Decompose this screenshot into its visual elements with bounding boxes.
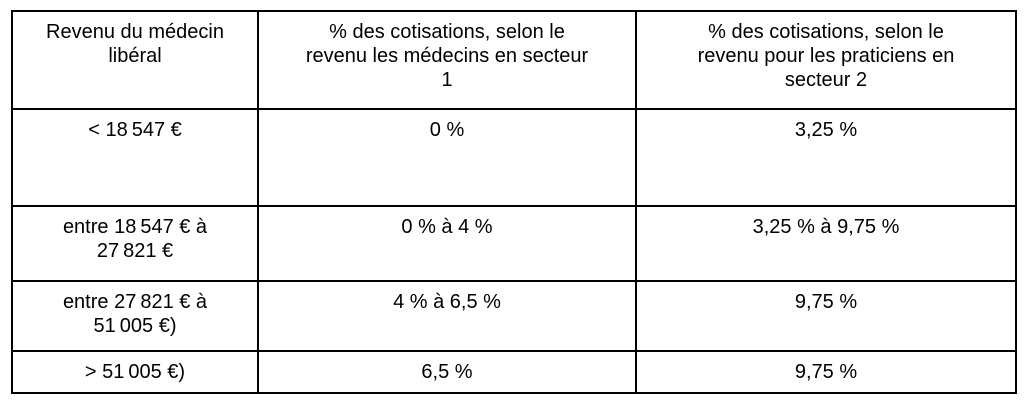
table-row: < 18 547 € 0 % 3,25 % — [11, 108, 1017, 207]
cotisations-table: Revenu du médecin libéral % des cotisati… — [11, 10, 1017, 394]
cell-secteur2-rate-1: 3,25 % — [635, 108, 1017, 207]
column-header-revenu: Revenu du médecin libéral — [11, 10, 259, 110]
cell-revenue-range-3: entre 27 821 € à 51 005 €) — [11, 280, 259, 352]
cell-revenue-range-2: entre 18 547 € à 27 821 € — [11, 205, 259, 282]
cell-secteur1-rate-4: 6,5 % — [257, 350, 637, 394]
cell-secteur1-rate-1: 0 % — [257, 108, 637, 207]
table-row: entre 27 821 € à 51 005 €) 4 % à 6,5 % 9… — [11, 280, 1017, 352]
table-row: > 51 005 €) 6,5 % 9,75 % — [11, 350, 1017, 394]
cell-revenue-range-1: < 18 547 € — [11, 108, 259, 207]
column-header-secteur-2: % des cotisations, selon le revenu pour … — [635, 10, 1017, 110]
cell-secteur2-rate-2: 3,25 % à 9,75 % — [635, 205, 1017, 282]
column-header-secteur-1: % des cotisations, selon le revenu les m… — [257, 10, 637, 110]
table-header-row: Revenu du médecin libéral % des cotisati… — [11, 10, 1017, 110]
table-row: entre 18 547 € à 27 821 € 0 % à 4 % 3,25… — [11, 205, 1017, 282]
cell-secteur2-rate-4: 9,75 % — [635, 350, 1017, 394]
cell-revenue-range-4: > 51 005 €) — [11, 350, 259, 394]
cell-secteur2-rate-3: 9,75 % — [635, 280, 1017, 352]
cell-secteur1-rate-2: 0 % à 4 % — [257, 205, 637, 282]
cell-secteur1-rate-3: 4 % à 6,5 % — [257, 280, 637, 352]
